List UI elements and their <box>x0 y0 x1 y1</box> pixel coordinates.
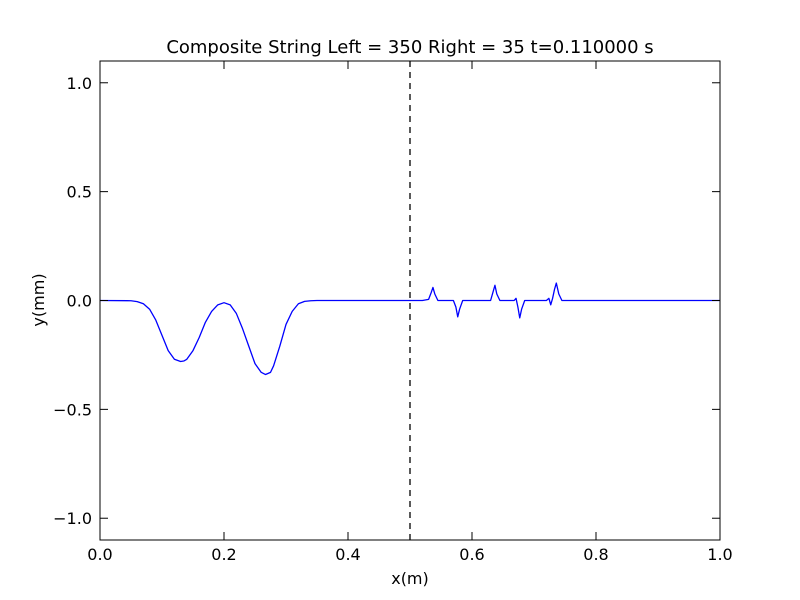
y-tick-label: 0.0 <box>67 292 92 311</box>
x-tick-label: 0.2 <box>211 545 236 564</box>
plot-area: 0.0 0.2 0.4 0.6 0.8 1.0 1.0 0.5 0.0 −0.5 −1.0 <box>53 60 733 564</box>
y-axis-label: y(mm) <box>29 273 48 326</box>
x-tick-label: 0.4 <box>335 545 360 564</box>
chart-title: Composite String Left = 350 Right = 35 t… <box>166 37 653 58</box>
y-tick-label: 0.5 <box>67 183 92 202</box>
x-tick-label: 0.8 <box>583 545 608 564</box>
x-tick-label: 1.0 <box>707 545 732 564</box>
y-tick-label: 1.0 <box>67 74 92 93</box>
x-tick-label: 0.0 <box>87 545 112 564</box>
y-tick-label: −0.5 <box>53 400 92 419</box>
x-tick-label: 0.6 <box>459 545 484 564</box>
series-line-0 <box>99 282 720 376</box>
y-tick-label: −1.0 <box>53 509 92 528</box>
x-axis-label: x(m) <box>391 569 429 588</box>
